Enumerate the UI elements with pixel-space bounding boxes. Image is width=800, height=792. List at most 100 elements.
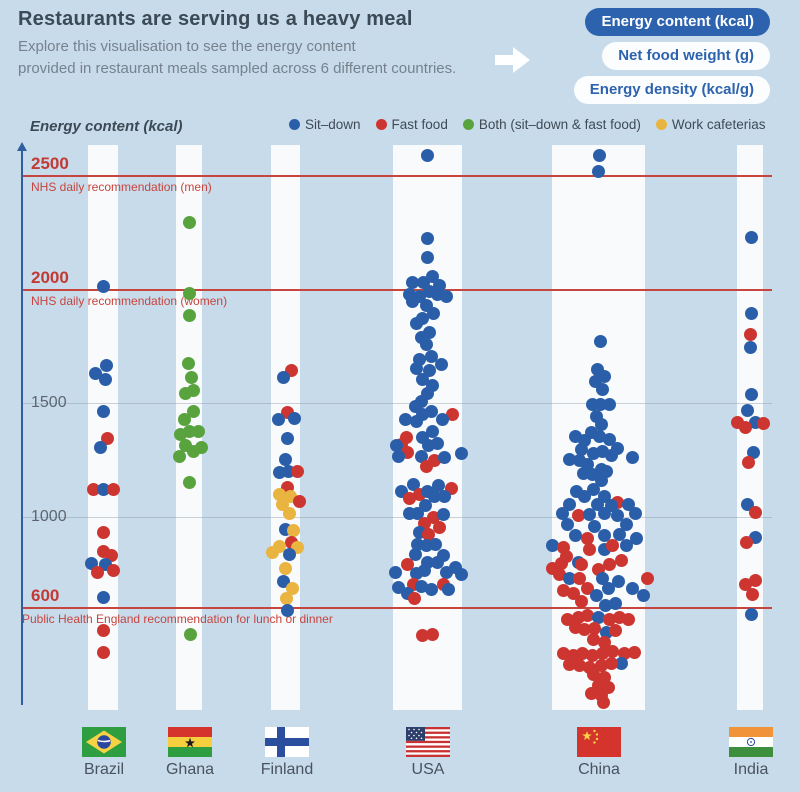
data-dot-usa[interactable] (427, 490, 441, 503)
data-dot-ghana[interactable] (177, 412, 191, 426)
data-dot-ghana[interactable] (181, 357, 195, 370)
data-dot-china[interactable] (574, 594, 588, 608)
data-dot-china[interactable] (614, 553, 628, 567)
data-dot-usa[interactable] (417, 563, 431, 577)
data-dot-china[interactable] (604, 657, 618, 671)
data-dot-brazil[interactable] (96, 526, 110, 540)
data-dot-china[interactable] (628, 507, 642, 520)
data-dot-china[interactable] (625, 451, 639, 465)
data-dot-china[interactable] (556, 646, 570, 660)
data-dot-china[interactable] (640, 571, 654, 585)
data-dot-usa[interactable] (409, 361, 423, 375)
data-dot-china[interactable] (614, 657, 628, 671)
data-dot-brazil[interactable] (96, 279, 110, 293)
data-dot-usa[interactable] (419, 337, 433, 351)
data-dot-finland[interactable] (280, 432, 294, 445)
data-dot-china[interactable] (610, 509, 624, 523)
data-dot-india[interactable] (748, 505, 762, 519)
data-dot-china[interactable] (621, 612, 635, 626)
data-dot-china[interactable] (612, 527, 626, 541)
data-dot-ghana[interactable] (186, 384, 200, 398)
data-dot-china[interactable] (572, 571, 586, 585)
data-dot-usa[interactable] (430, 436, 444, 450)
data-dot-china[interactable] (574, 443, 588, 457)
data-dot-china[interactable] (587, 519, 601, 533)
data-dot-brazil[interactable] (96, 404, 110, 418)
data-dot-china[interactable] (580, 609, 594, 623)
data-dot-usa[interactable] (415, 372, 429, 386)
data-dot-usa[interactable] (409, 415, 423, 428)
data-dot-india[interactable] (748, 574, 762, 588)
data-dot-china[interactable] (592, 429, 606, 443)
data-dot-india[interactable] (744, 307, 758, 320)
data-dot-ghana[interactable] (182, 216, 196, 230)
data-dot-ghana[interactable] (194, 441, 208, 455)
data-dot-china[interactable] (586, 633, 600, 647)
data-dot-china[interactable] (602, 612, 616, 626)
data-dot-china[interactable] (568, 528, 582, 542)
data-dot-china[interactable] (617, 646, 631, 660)
data-dot-finland[interactable] (285, 582, 299, 595)
data-dot-china[interactable] (597, 528, 611, 542)
data-dot-finland[interactable] (272, 487, 286, 501)
data-dot-usa[interactable] (414, 579, 428, 593)
data-dot-china[interactable] (601, 582, 615, 595)
data-dot-brazil[interactable] (93, 441, 107, 455)
data-dot-usa[interactable] (445, 408, 459, 422)
data-dot-china[interactable] (627, 645, 641, 659)
data-dot-usa[interactable] (420, 232, 434, 245)
data-dot-china[interactable] (611, 575, 625, 589)
data-dot-china[interactable] (593, 335, 607, 349)
data-dot-usa[interactable] (428, 537, 442, 551)
data-dot-china[interactable] (577, 490, 591, 503)
data-dot-china[interactable] (562, 571, 576, 585)
data-dot-usa[interactable] (454, 568, 468, 582)
data-dot-usa[interactable] (437, 451, 451, 465)
data-dot-china[interactable] (604, 449, 618, 463)
data-dot-china[interactable] (582, 508, 596, 522)
data-dot-china[interactable] (582, 543, 596, 557)
data-dot-usa[interactable] (424, 583, 438, 597)
data-dot-ghana[interactable] (191, 425, 205, 439)
data-dot-ghana[interactable] (184, 370, 198, 384)
data-dot-ghana[interactable] (186, 404, 200, 418)
data-dot-usa[interactable] (410, 507, 424, 520)
data-dot-china[interactable] (572, 659, 586, 673)
data-dot-china[interactable] (597, 635, 611, 649)
data-dot-usa[interactable] (425, 425, 439, 439)
data-dot-usa[interactable] (406, 477, 420, 491)
data-dot-usa[interactable] (439, 290, 453, 303)
data-dot-china[interactable] (562, 452, 576, 466)
data-dot-china[interactable] (636, 588, 650, 602)
data-dot-usa[interactable] (408, 548, 422, 561)
data-dot-finland[interactable] (290, 465, 304, 478)
data-dot-china[interactable] (554, 557, 568, 570)
data-dot-india[interactable] (743, 341, 757, 355)
data-dot-usa[interactable] (407, 592, 421, 606)
data-dot-usa[interactable] (436, 508, 450, 522)
data-dot-china[interactable] (592, 149, 606, 162)
data-dot-china[interactable] (545, 538, 559, 552)
metric-button-net-food-weight-g[interactable]: Net food weight (g) (602, 42, 770, 70)
data-dot-china[interactable] (556, 584, 570, 598)
data-dot-finland[interactable] (282, 507, 296, 520)
data-dot-ghana[interactable] (182, 476, 196, 490)
data-dot-finland[interactable] (279, 592, 293, 606)
data-dot-china[interactable] (562, 658, 576, 672)
data-dot-brazil[interactable] (96, 591, 110, 605)
data-dot-finland[interactable] (287, 411, 301, 425)
data-dot-china[interactable] (595, 571, 609, 585)
data-dot-china[interactable] (580, 532, 594, 545)
data-dot-china[interactable] (602, 397, 616, 411)
data-dot-china[interactable] (597, 507, 611, 520)
data-dot-usa[interactable] (420, 251, 434, 265)
data-dot-usa[interactable] (405, 294, 419, 308)
data-dot-usa[interactable] (389, 438, 403, 452)
data-dot-brazil[interactable] (96, 483, 110, 497)
data-dot-usa[interactable] (409, 317, 423, 331)
data-dot-brazil[interactable] (88, 367, 102, 381)
data-dot-usa[interactable] (415, 628, 429, 642)
data-dot-india[interactable] (738, 420, 752, 434)
data-dot-china[interactable] (605, 538, 619, 552)
data-dot-ghana[interactable] (182, 309, 196, 323)
